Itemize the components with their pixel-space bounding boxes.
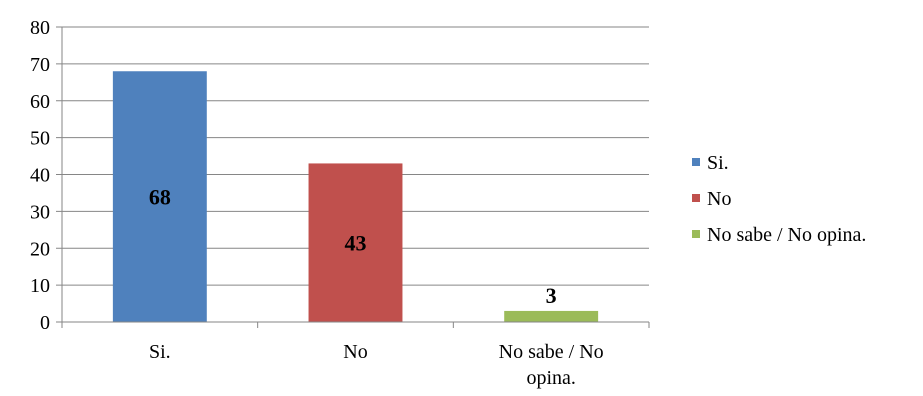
legend-swatch [692, 194, 700, 202]
legend-swatch [692, 158, 700, 166]
bar-0 [112, 71, 207, 322]
y-tick-label: 60 [30, 91, 50, 113]
y-tick-label: 10 [30, 275, 50, 297]
legend-swatch [692, 230, 700, 238]
bar-2 [504, 310, 599, 322]
bar-1 [308, 163, 403, 322]
axes [56, 26, 650, 328]
category-label: opina. [526, 367, 575, 389]
y-tick-label: 0 [40, 312, 50, 334]
legend: Si. No No sabe / No opina. [692, 152, 866, 246]
legend-label: No sabe / No opina. [707, 224, 866, 246]
y-tick-label: 20 [30, 238, 50, 260]
data-label: 68 [149, 185, 171, 210]
y-tick-label: 30 [30, 201, 50, 223]
data-label: 43 [345, 231, 367, 256]
bars [112, 71, 599, 322]
y-tick-label: 80 [30, 17, 50, 39]
y-tick-label: 50 [30, 128, 50, 150]
category-label: No sabe / No [499, 341, 604, 363]
y-tick-label: 70 [30, 54, 50, 76]
legend-label: No [707, 188, 731, 210]
data-label: 3 [546, 283, 557, 308]
y-tick-label: 40 [30, 165, 50, 187]
legend-label: Si. [707, 152, 729, 174]
category-label: No [343, 341, 367, 363]
labels: 0 10 20 30 40 50 60 70 80 68 Si. 43 No 3 No sabe / No o… [30, 17, 604, 389]
category-label: Si. [149, 341, 171, 363]
